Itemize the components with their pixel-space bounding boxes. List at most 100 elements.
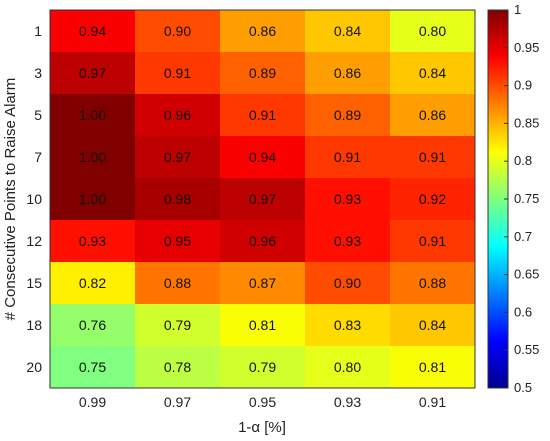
colorbar-tick-label: 0.9: [514, 78, 532, 93]
colorbar-tick-label: 0.85: [514, 115, 539, 130]
heatmap-cell: [50, 52, 136, 95]
heatmap-cell: [135, 346, 221, 389]
heatmap-cell: [220, 178, 306, 221]
cell-value-label: 0.93: [79, 233, 106, 249]
y-tick-label: 10: [26, 191, 42, 207]
heatmap-cell: [305, 10, 391, 53]
cell-value-label: 0.89: [334, 107, 361, 123]
cell-value-label: 0.84: [419, 317, 446, 333]
heatmap-cell: [135, 52, 221, 95]
heatmap-cells: 0.94 0.90 0.86 0.84 0.80 0.97 0.91 0.89 0.86 0.84…: [50, 10, 476, 389]
heatmap-cell: [305, 220, 391, 263]
cell-value-label: 0.93: [334, 191, 361, 207]
cell-value-label: 0.97: [249, 191, 276, 207]
heatmap-cell: [390, 220, 476, 263]
heatmap-cell: [135, 94, 221, 137]
heatmap-cell: [135, 262, 221, 305]
y-tick-label: 7: [34, 149, 42, 165]
heatmap-cell: [220, 94, 306, 137]
cell-value-label: 0.92: [419, 191, 446, 207]
heatmap-cell: [50, 304, 136, 347]
heatmap-cell: [390, 262, 476, 305]
heatmap-cell: [220, 136, 306, 179]
heatmap-cell: [220, 10, 306, 53]
y-tick-label: 12: [26, 233, 42, 249]
colorbar-tick-label: 0.7: [514, 229, 532, 244]
cell-value-label: 0.95: [164, 233, 191, 249]
y-axis-label: # Consecutive Points to Raise Alarm: [2, 78, 19, 321]
cell-value-label: 0.91: [419, 149, 446, 165]
cell-value-label: 0.82: [79, 275, 106, 291]
cell-value-label: 0.91: [334, 149, 361, 165]
cell-value-label: 0.81: [419, 359, 446, 375]
heatmap-cell: [390, 346, 476, 389]
heatmap-cell: [135, 178, 221, 221]
y-tick-labels: 1 3 5 7 10 12 15 18 20: [26, 23, 42, 375]
heatmap-cell: [50, 346, 136, 389]
heatmap-cell: [50, 178, 136, 221]
cell-value-label: 0.80: [419, 23, 446, 39]
cell-value-label: 0.84: [334, 23, 361, 39]
colorbar-tick-label: 0.65: [514, 267, 539, 282]
cell-value-label: 0.91: [419, 233, 446, 249]
heatmap-cell: [390, 94, 476, 137]
cell-value-label: 0.97: [79, 65, 106, 81]
y-tick-label: 20: [26, 359, 42, 375]
x-tick-label: 0.95: [249, 394, 276, 410]
cell-value-label: 0.96: [249, 233, 276, 249]
cell-value-label: 1.00: [79, 149, 106, 165]
heatmap-cell: [390, 52, 476, 95]
cell-value-label: 0.98: [164, 191, 191, 207]
cell-value-label: 0.87: [249, 275, 276, 291]
cell-value-label: 0.80: [334, 359, 361, 375]
cell-value-label: 0.89: [249, 65, 276, 81]
heatmap-cell: [220, 262, 306, 305]
heatmap-cell: [305, 136, 391, 179]
cell-value-label: 0.96: [164, 107, 191, 123]
x-tick-label: 0.93: [334, 394, 361, 410]
cell-value-label: 0.79: [249, 359, 276, 375]
cell-value-label: 0.91: [249, 107, 276, 123]
heatmap-cell: [135, 136, 221, 179]
cell-value-label: 0.79: [164, 317, 191, 333]
y-tick-label: 5: [34, 107, 42, 123]
cell-value-label: 0.88: [419, 275, 446, 291]
heatmap-cell: [50, 136, 136, 179]
y-tick-label: 3: [34, 65, 42, 81]
heatmap-cell: [135, 304, 221, 347]
cell-value-label: 0.88: [164, 275, 191, 291]
y-tick-label: 18: [26, 317, 42, 333]
colorbar-tick-label: 1: [514, 2, 521, 17]
colorbar-tick-label: 0.6: [514, 304, 532, 319]
cell-value-label: 0.94: [79, 23, 106, 39]
colorbar-tick-label: 0.75: [514, 191, 539, 206]
cell-value-label: 0.86: [334, 65, 361, 81]
heatmap-cell: [220, 52, 306, 95]
heatmap-cell: [50, 262, 136, 305]
heatmap-cell: [390, 10, 476, 53]
heatmap-cell: [50, 94, 136, 137]
heatmap-cell: [135, 220, 221, 263]
x-tick-labels: 0.99 0.97 0.95 0.93 0.91: [79, 394, 446, 410]
plot-frame: [49, 9, 476, 389]
colorbar-tick-label: 0.5: [514, 380, 532, 395]
heatmap-cell: [305, 178, 391, 221]
heatmap-cell: [220, 346, 306, 389]
cell-value-label: 1.00: [79, 107, 106, 123]
x-tick-label: 0.91: [419, 394, 446, 410]
cell-value-label: 1.00: [79, 191, 106, 207]
cell-value-label: 0.90: [164, 23, 191, 39]
y-tick-label: 1: [34, 23, 42, 39]
x-axis-label: 1-α [%]: [238, 419, 286, 436]
x-tick-label: 0.99: [79, 394, 106, 410]
colorbar-ticks: 0.5 0.55 0.6 0.65 0.7 0.75 0.8 0.85 0.9 0.95 1: [504, 2, 539, 395]
heatmap-cell: [305, 52, 391, 95]
cell-value-label: 0.94: [249, 149, 276, 165]
heatmap-cell: [50, 10, 136, 53]
cell-value-label: 0.76: [79, 317, 106, 333]
heatmap-cell: [390, 136, 476, 179]
heatmap-cell: [305, 346, 391, 389]
cell-value-label: 0.86: [419, 107, 446, 123]
cell-value-label: 0.81: [249, 317, 276, 333]
